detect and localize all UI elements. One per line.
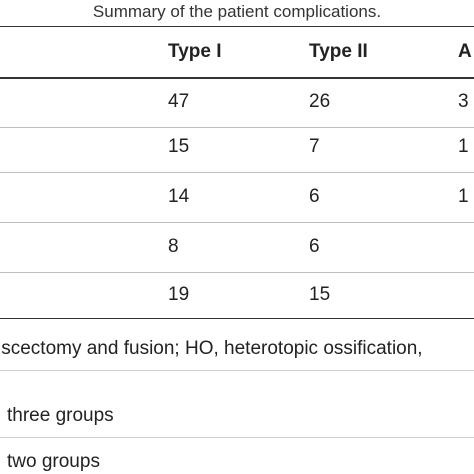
cell-type-i: 19 <box>168 284 190 305</box>
cell-type-i: 8 <box>168 236 179 257</box>
cell-type-ii: 6 <box>309 186 320 207</box>
table-row: 14 6 1 <box>0 172 474 223</box>
cell-a: 3 <box>458 91 469 112</box>
footnote-three-groups: three groups <box>7 405 114 426</box>
table-header-row: Type I Type II A <box>0 27 474 79</box>
cell-type-ii: 26 <box>309 91 331 112</box>
header-a: A <box>458 41 472 62</box>
cell-type-i: 47 <box>168 91 190 112</box>
cell-a: 1 <box>458 136 469 157</box>
caption-rule <box>0 26 474 27</box>
cell-type-ii: 6 <box>309 236 320 257</box>
cell-type-i: 14 <box>168 186 190 207</box>
header-type-ii: Type II <box>309 41 368 62</box>
table-footnote: iscectomy and fusion; HO, heterotopic os… <box>0 328 474 371</box>
cell-type-ii: 7 <box>309 136 320 157</box>
table-row: 8 6 <box>0 222 474 273</box>
table-footnote: two groups <box>0 441 474 474</box>
table-caption: Summary of the patient complications. <box>92 2 382 21</box>
table-footnote: three groups <box>0 395 474 438</box>
table-row: 47 26 3 <box>0 77 474 128</box>
footnote-two-groups: two groups <box>7 451 100 472</box>
header-type-i: Type I <box>168 41 222 62</box>
table-row: 15 7 1 <box>0 122 474 173</box>
table-row: 19 15 <box>0 272 474 319</box>
footnote-abbreviations: iscectomy and fusion; HO, heterotopic os… <box>0 338 423 359</box>
cell-a: 1 <box>458 186 469 207</box>
cell-type-ii: 15 <box>309 284 331 305</box>
cell-type-i: 15 <box>168 136 190 157</box>
